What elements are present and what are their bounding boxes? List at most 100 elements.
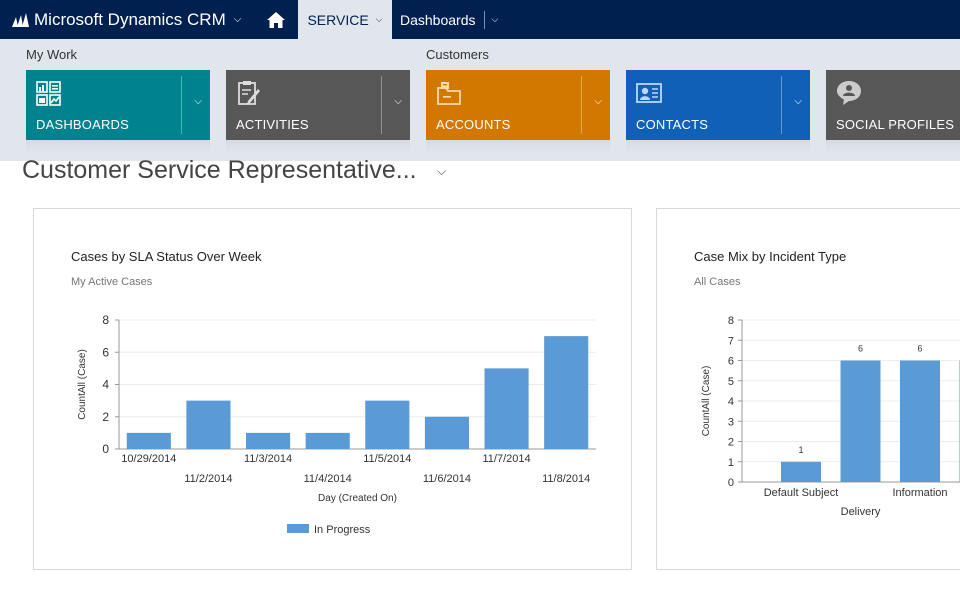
tile-divider	[381, 76, 382, 134]
tile-social-profiles-label: SOCIAL PROFILES	[836, 117, 955, 132]
chart-title[interactable]: Case Mix by Incident Type	[694, 249, 847, 264]
breadcrumb-separator	[483, 10, 485, 29]
x-tick-label: 11/7/2014	[483, 453, 531, 465]
tile-social-profiles[interactable]: SOCIAL PROFILES	[826, 70, 960, 140]
legend-swatch	[287, 524, 309, 533]
chevron-down-icon[interactable]: ⌵	[594, 96, 602, 107]
tile-shadow	[26, 140, 210, 154]
tab-service-label: SERVICE	[307, 11, 369, 28]
chart-card-case-mix: Case Mix by Incident Type All Cases 0 1 2 3…	[656, 208, 960, 570]
y-tick-label: 4	[102, 378, 109, 392]
tile-divider	[181, 76, 182, 134]
y-tick-label: 6	[102, 345, 109, 359]
chevron-down-icon: ⌵	[375, 14, 383, 24]
contacts-icon	[636, 83, 662, 103]
breadcrumb-dashboards[interactable]: Dashboards ⌵	[392, 0, 498, 39]
dashboard-icon	[36, 81, 61, 106]
breadcrumb-dashboards-label: Dashboards	[400, 11, 476, 28]
bar	[544, 336, 589, 449]
chevron-down-icon[interactable]: ⌵	[194, 96, 202, 107]
chart-subtitle: My Active Cases	[71, 276, 153, 288]
top-nav-bar: Microsoft Dynamics CRM ⌵ SERVICE ⌵ Dashb…	[0, 0, 960, 39]
tile-activities-label: ACTIVITIES	[236, 117, 309, 132]
tile-shadow	[826, 140, 960, 154]
tile-shadow	[626, 140, 810, 154]
nav-tile-panel: My Work Customers DASHBOARDS ⌵	[0, 39, 960, 161]
y-tick-label: 0	[728, 477, 734, 489]
tile-shadow	[426, 140, 610, 154]
bar	[424, 416, 469, 449]
chart-subtitle: All Cases	[694, 276, 741, 288]
x-tick-label: 11/5/2014	[363, 453, 411, 465]
app-switcher[interactable]: Microsoft Dynamics CRM ⌵	[0, 0, 254, 39]
chart-title[interactable]: Cases by SLA Status Over Week	[71, 249, 262, 264]
legend-label: In Progress	[314, 524, 371, 536]
accounts-icon	[437, 82, 461, 105]
y-tick-label: 4	[728, 396, 734, 408]
bar	[305, 432, 350, 449]
y-tick-label: 8	[728, 315, 734, 327]
y-axis-label: CountAll (Case)	[77, 349, 88, 420]
chevron-down-icon[interactable]: ⌵	[394, 96, 402, 107]
x-tick-label: 11/4/2014	[304, 473, 352, 485]
y-tick-label: 5	[728, 376, 734, 388]
x-tick-label: 11/8/2014	[542, 473, 590, 485]
x-tick-label: 11/2/2014	[184, 473, 232, 485]
data-label: 6	[858, 344, 863, 354]
y-tick-label: 2	[728, 437, 734, 449]
y-tick-label: 7	[728, 335, 734, 347]
x-tick-label: Information	[892, 487, 947, 499]
bar	[186, 400, 231, 449]
chevron-down-icon[interactable]: ⌵	[794, 96, 802, 107]
chart-sla-status-over-week: 0 2 4 6 8 10/29/2014 11/2/2014 11/3/2014 11/4/20…	[77, 313, 596, 536]
data-label: 6	[917, 344, 922, 354]
bar	[365, 400, 410, 449]
bar	[840, 360, 881, 482]
tile-divider	[781, 76, 782, 134]
home-button[interactable]	[254, 0, 298, 39]
bar	[126, 432, 171, 449]
bar	[900, 360, 940, 482]
app-title: Microsoft Dynamics CRM	[34, 9, 226, 29]
x-tick-label: Delivery	[841, 506, 881, 518]
chevron-down-icon[interactable]: ⌵	[491, 14, 499, 24]
group-label-my-work: My Work	[26, 47, 78, 62]
home-icon	[267, 11, 285, 28]
tile-dashboards-label: DASHBOARDS	[36, 117, 130, 132]
tile-accounts-label: ACCOUNTS	[436, 117, 511, 132]
dashboard-title[interactable]: Customer Service Representative...	[22, 156, 417, 184]
tile-contacts-label: CONTACTS	[636, 117, 709, 132]
tile-divider	[581, 76, 582, 134]
chart-case-mix-by-incident-type: 0 1 2 3 4 5 6 7 8 1 Default Subject 6 Delivery 6 Infor…	[701, 315, 960, 518]
chevron-down-icon[interactable]: ⌵	[437, 164, 447, 178]
data-label: 1	[798, 445, 803, 455]
bar	[484, 368, 529, 449]
y-tick-label: 2	[102, 410, 109, 424]
y-tick-label: 8	[102, 313, 109, 327]
tile-contacts[interactable]: CONTACTS ⌵	[626, 70, 810, 140]
tab-service[interactable]: SERVICE ⌵	[298, 0, 392, 39]
bar	[246, 432, 291, 449]
y-tick-label: 3	[728, 416, 734, 428]
group-label-customers: Customers	[426, 47, 489, 62]
y-tick-label: 6	[728, 356, 734, 368]
x-tick-label: 11/3/2014	[244, 453, 292, 465]
social-profile-icon	[837, 81, 861, 105]
clipboard-icon	[238, 81, 260, 105]
tile-activities[interactable]: ACTIVITIES ⌵	[226, 70, 410, 140]
chart-card-sla-status: Cases by SLA Status Over Week My Active …	[33, 208, 632, 570]
x-axis-label: Day (Created On)	[318, 493, 397, 504]
x-tick-label: Default Subject	[764, 487, 839, 499]
y-tick-label: 0	[102, 442, 109, 456]
tile-shadow	[226, 140, 410, 154]
chevron-down-icon: ⌵	[233, 14, 242, 25]
dynamics-logo-icon	[12, 12, 29, 27]
y-axis-label: CountAll (Case)	[701, 366, 712, 437]
tile-dashboards[interactable]: DASHBOARDS ⌵	[26, 70, 210, 140]
y-tick-label: 1	[728, 457, 734, 469]
x-tick-label: 10/29/2014	[121, 453, 176, 465]
tile-accounts[interactable]: ACCOUNTS ⌵	[426, 70, 610, 140]
bar	[781, 461, 821, 482]
x-tick-label: 11/6/2014	[423, 473, 471, 485]
